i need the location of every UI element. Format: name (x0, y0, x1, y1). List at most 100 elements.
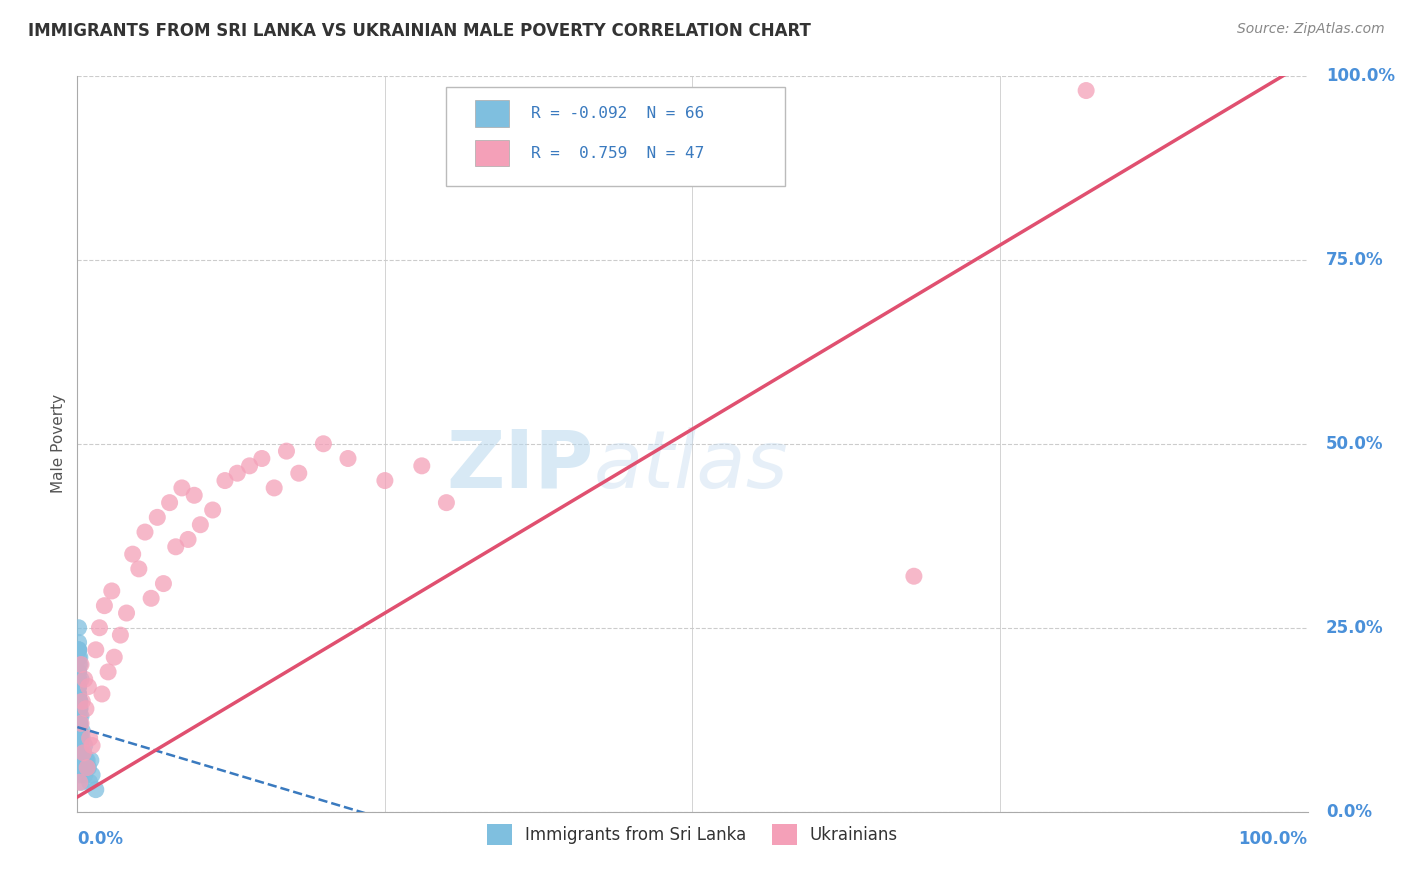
Point (77, 680, 100, 694)
Point (1076, 83, 1098, 97)
Point (170, 481, 193, 495)
Point (183, 488, 205, 502)
Point (84, 782, 107, 797)
Point (128, 562, 150, 576)
Point (70, 709, 93, 723)
Point (188, 517, 212, 532)
Point (69, 657, 91, 672)
Text: 50.0%: 50.0% (1326, 434, 1384, 453)
Point (226, 466, 249, 480)
Point (67, 665, 90, 679)
Point (70, 657, 93, 672)
Point (67, 687, 90, 701)
Point (69, 723, 91, 738)
Point (84, 642, 107, 657)
Text: 0.0%: 0.0% (77, 830, 124, 848)
Point (77, 760, 100, 774)
Point (69, 746, 91, 760)
Point (69, 723, 91, 738)
Text: ZIP: ZIP (447, 427, 595, 505)
Point (97, 665, 120, 679)
Point (69, 694, 91, 708)
Point (69, 753, 91, 767)
Point (69, 775, 91, 789)
Point (67, 680, 90, 694)
Text: 100.0%: 100.0% (1239, 830, 1308, 848)
Point (73, 739, 96, 753)
Point (67, 709, 90, 723)
Point (69, 701, 91, 715)
Point (411, 458, 433, 473)
Point (134, 524, 156, 539)
Point (76, 760, 98, 774)
Point (67, 680, 90, 694)
Point (312, 436, 335, 450)
Point (70, 760, 93, 774)
Point (101, 584, 124, 599)
Point (115, 606, 138, 620)
Point (69, 739, 91, 753)
Point (436, 496, 458, 510)
Point (67, 665, 90, 679)
Point (67, 687, 90, 701)
Text: 75.0%: 75.0% (1326, 251, 1384, 268)
Point (67, 657, 90, 672)
Text: R = -0.092  N = 66: R = -0.092 N = 66 (531, 106, 704, 120)
Point (69, 650, 91, 665)
Point (250, 451, 273, 466)
Point (69, 731, 91, 746)
Point (75, 701, 97, 715)
Point (70, 694, 93, 708)
Point (69, 731, 91, 746)
Point (159, 496, 181, 510)
Point (67, 680, 90, 694)
Point (110, 628, 132, 642)
Point (69, 701, 91, 715)
Point (67, 621, 90, 635)
Point (93, 599, 115, 613)
Bar (475, 100, 509, 127)
Point (276, 444, 298, 458)
Point (79, 731, 101, 746)
Point (201, 503, 224, 517)
Point (67, 635, 90, 649)
Point (152, 576, 174, 591)
Point (69, 716, 91, 731)
Point (76, 760, 98, 774)
Point (103, 650, 125, 665)
Point (141, 591, 163, 606)
Point (67, 642, 90, 657)
Point (70, 723, 93, 738)
Text: Source: ZipAtlas.com: Source: ZipAtlas.com (1237, 22, 1385, 37)
Point (79, 775, 101, 789)
Point (69, 746, 91, 760)
Point (146, 510, 169, 524)
Point (80, 753, 103, 767)
Point (374, 474, 396, 488)
Point (67, 642, 90, 657)
Point (903, 569, 925, 583)
Point (70, 731, 93, 746)
Text: 0.0%: 0.0% (1326, 803, 1372, 821)
Point (67, 642, 90, 657)
Point (75, 753, 97, 767)
Point (73, 768, 96, 782)
Point (67, 673, 90, 687)
Point (67, 687, 90, 701)
Point (67, 665, 90, 679)
Point (70, 739, 93, 753)
Point (76, 753, 98, 767)
Point (70, 746, 93, 760)
Point (263, 481, 285, 495)
Point (70, 739, 93, 753)
Point (337, 451, 360, 466)
Bar (475, 140, 509, 166)
Point (67, 731, 90, 746)
Text: atlas: atlas (595, 427, 789, 505)
Point (69, 716, 91, 731)
Point (90, 687, 114, 701)
Point (72, 746, 94, 760)
Point (121, 547, 143, 561)
Point (69, 716, 91, 731)
Point (82, 768, 104, 782)
